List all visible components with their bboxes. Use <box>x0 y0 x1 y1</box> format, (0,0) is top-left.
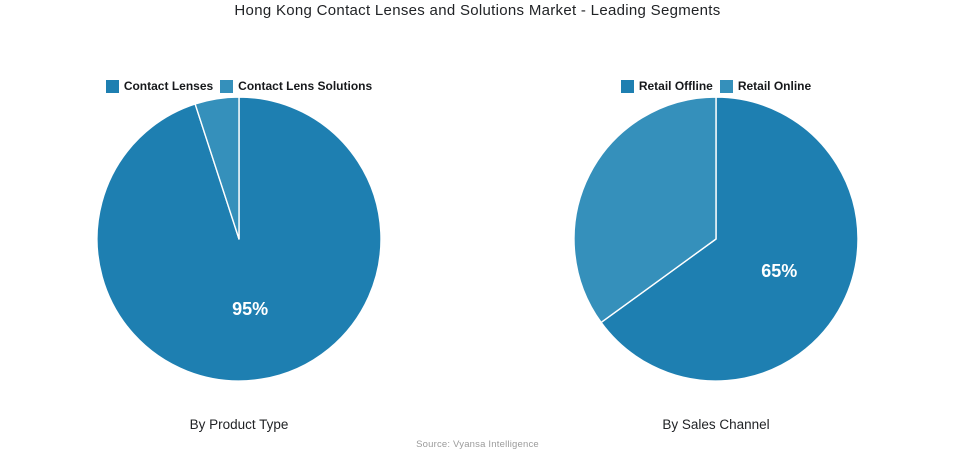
legend-label: Retail Offline <box>638 79 713 93</box>
source-attribution: Source: Vyansa Intelligence <box>416 439 539 450</box>
legend-swatch-icon <box>105 79 119 93</box>
pie-slice-value-label: 65% <box>761 261 797 281</box>
pie-product-type-wrap: 95% <box>95 95 383 383</box>
pie-slice-contact-lens-solutions <box>194 96 240 240</box>
pie-chart-sales-channel: 65% <box>573 96 859 382</box>
chart-product-type: Contact Lenses Contact Lens Solutions 95%… <box>0 79 478 432</box>
pie-chart-product-type: 95% <box>96 96 382 382</box>
chart-sales-channel: Retail Offline Retail Online 65% By Sales… <box>477 0 955 454</box>
legend-item-retail-offline: Retail Offline <box>620 79 713 93</box>
legend-sales-channel: Retail Offline Retail Online <box>477 79 955 93</box>
legend-swatch-icon <box>220 79 234 93</box>
legend-item-contact-lenses: Contact Lenses <box>105 79 214 93</box>
legend-swatch-icon <box>620 79 634 93</box>
pie-sales-channel-wrap: 65% <box>572 95 860 383</box>
legend-label: Contact Lens Solutions <box>238 79 373 93</box>
pie-slice-value-label: 95% <box>232 299 268 319</box>
chart-caption-sales-channel: By Sales Channel <box>662 417 770 432</box>
pie-slice-retail-online <box>573 96 717 324</box>
legend-swatch-icon <box>719 79 733 93</box>
legend-product-type: Contact Lenses Contact Lens Solutions <box>0 79 478 93</box>
legend-label: Retail Online <box>737 79 812 93</box>
legend-item-contact-lens-solutions: Contact Lens Solutions <box>220 79 372 93</box>
legend-item-retail-online: Retail Online <box>719 79 812 93</box>
legend-label: Contact Lenses <box>123 79 214 93</box>
pie-slice-retail-offline <box>600 96 859 382</box>
chart-caption-product-type: By Product Type <box>189 417 289 432</box>
page-title: Hong Kong Contact Lenses and Solutions M… <box>234 2 721 19</box>
